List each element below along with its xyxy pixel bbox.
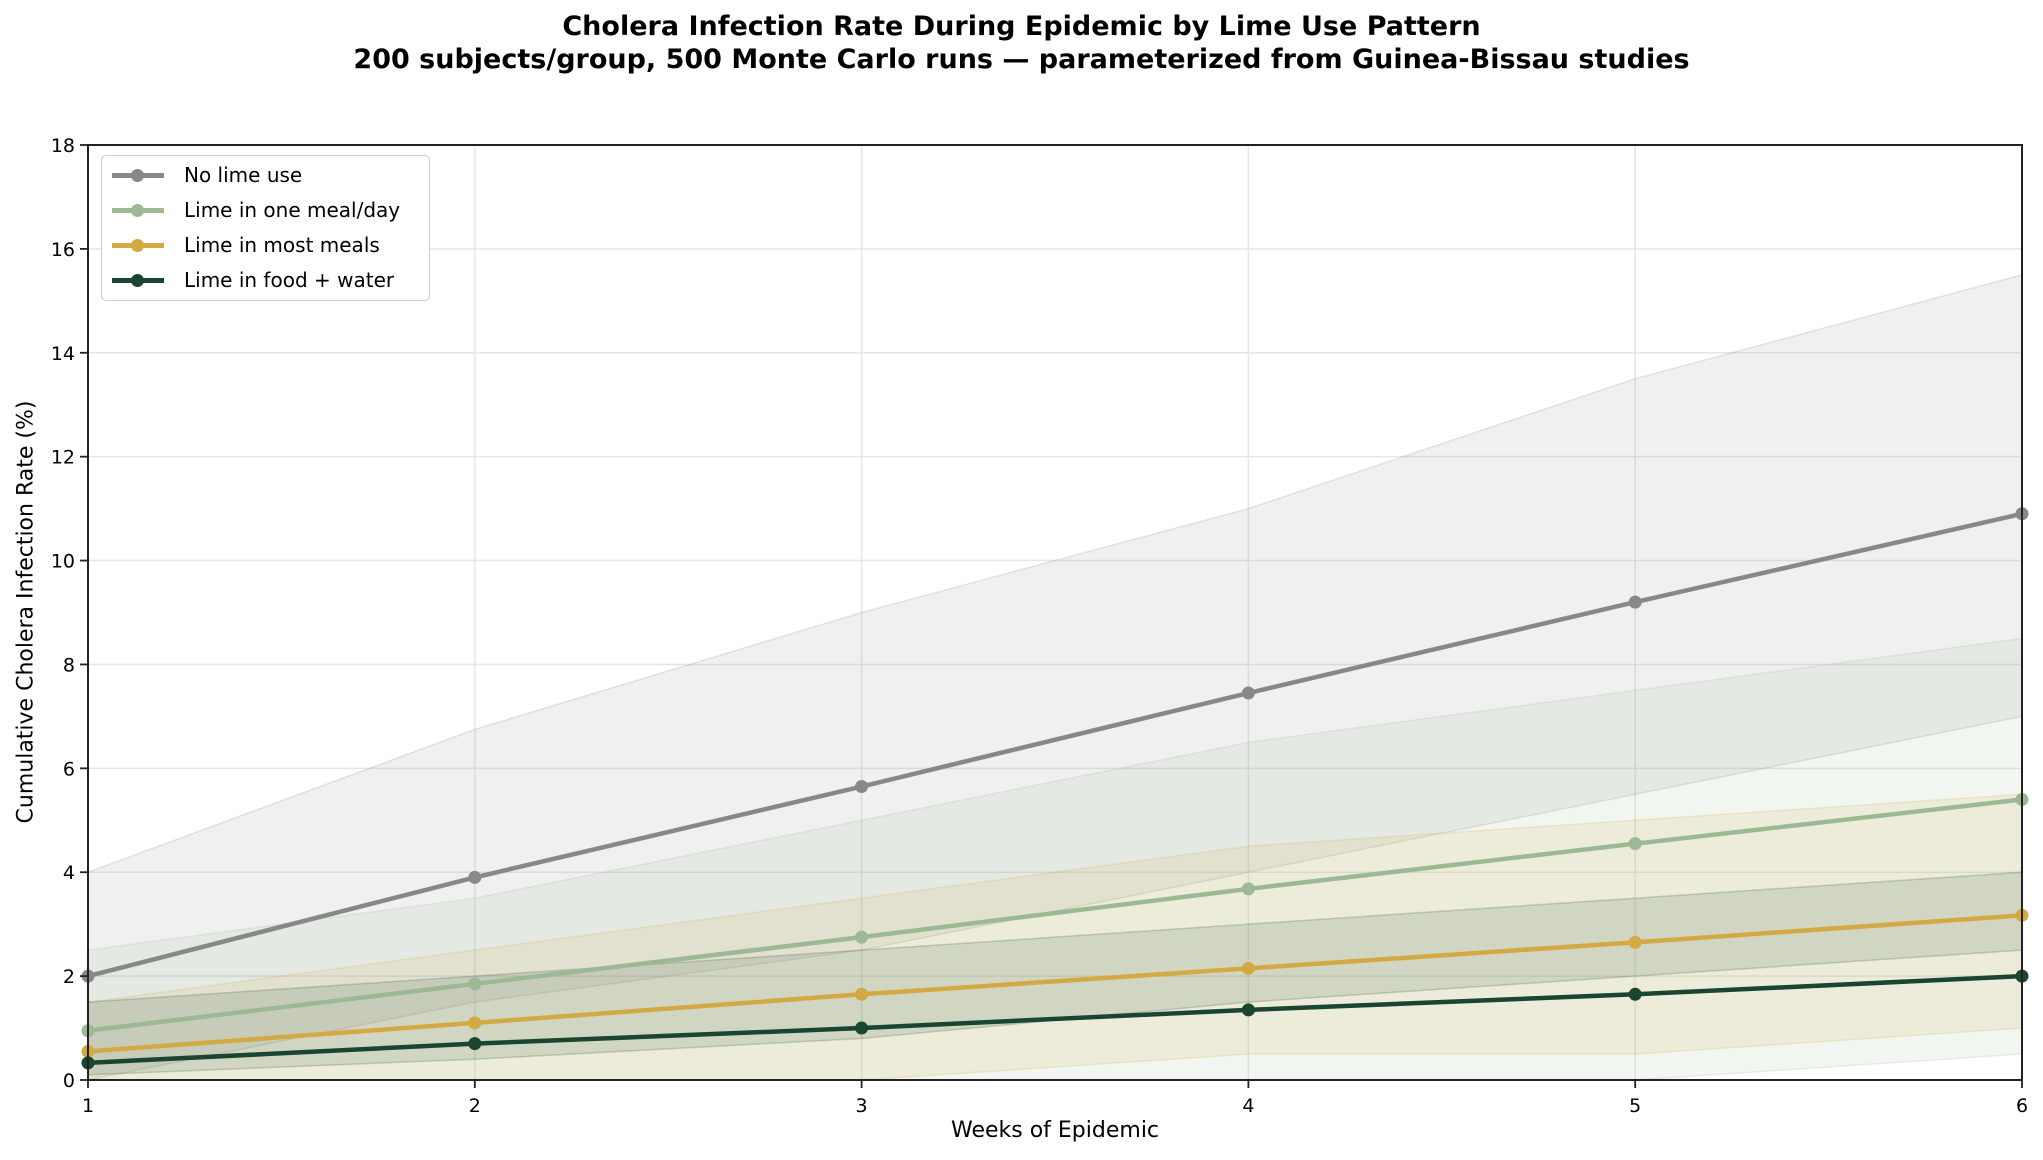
y-tick-label: 0 bbox=[63, 1070, 75, 1092]
line-marker-icon bbox=[112, 263, 164, 297]
line-marker-icon bbox=[112, 193, 164, 227]
legend-item-most-meals: Lime in most meals bbox=[112, 228, 380, 262]
data-point bbox=[855, 780, 869, 794]
legend-label: Lime in most meals bbox=[184, 233, 380, 257]
axes-frame bbox=[87, 144, 2023, 1081]
x-tick-label: 4 bbox=[1242, 1095, 1254, 1117]
y-tick-label: 16 bbox=[51, 239, 75, 261]
data-point bbox=[1628, 987, 1642, 1001]
data-point bbox=[468, 977, 482, 991]
chart-subtitle: 200 subjects/group, 500 Monte Carlo runs… bbox=[353, 44, 1690, 75]
chart-title-line1: Cholera Infection Rate During Epidemic b… bbox=[562, 11, 1481, 42]
legend: No lime use Lime in one meal/day Lime in… bbox=[101, 155, 430, 301]
data-point bbox=[1628, 935, 1642, 949]
x-axis-label: Weeks of Epidemic bbox=[950, 1118, 1160, 1143]
legend-label: Lime in food + water bbox=[184, 268, 395, 292]
line-marker-icon bbox=[112, 228, 164, 262]
confidence-bands bbox=[87, 273, 2023, 1081]
data-point bbox=[468, 1016, 482, 1030]
series-lines bbox=[81, 507, 2029, 1070]
data-point bbox=[1241, 686, 1255, 700]
data-point bbox=[855, 930, 869, 944]
legend-item-food-water: Lime in food + water bbox=[112, 263, 394, 297]
y-axis-label: Cumulative Cholera Infection Rate (%) bbox=[13, 400, 39, 824]
y-tick-label: 2 bbox=[63, 966, 75, 988]
data-point bbox=[1241, 882, 1255, 896]
line-lime-in-one-meal-day bbox=[87, 797, 2023, 1033]
x-tick-label: 5 bbox=[1629, 1095, 1641, 1117]
legend-label: Lime in one meal/day bbox=[184, 198, 401, 222]
legend-item-no-lime: No lime use bbox=[112, 158, 302, 192]
x-tick-label: 6 bbox=[2016, 1095, 2028, 1117]
y-tick-label: 18 bbox=[51, 135, 75, 157]
data-point bbox=[1241, 961, 1255, 975]
line-lime-in-food-water bbox=[87, 973, 2023, 1066]
line-lime-in-most-meals bbox=[87, 913, 2023, 1054]
y-tick-label: 14 bbox=[51, 343, 75, 365]
y-tick-label: 10 bbox=[51, 551, 75, 573]
y-tick-label: 6 bbox=[63, 758, 75, 780]
data-point bbox=[1241, 1003, 1255, 1017]
data-point bbox=[1628, 837, 1642, 851]
legend-item-one-meal: Lime in one meal/day bbox=[112, 193, 400, 227]
x-tick-label: 1 bbox=[82, 1095, 94, 1117]
y-tick-label: 8 bbox=[63, 654, 75, 676]
legend-label: No lime use bbox=[184, 163, 303, 187]
line-no-lime-use bbox=[87, 511, 2023, 979]
line-marker-icon bbox=[112, 158, 164, 192]
data-point bbox=[468, 870, 482, 884]
y-tick-label: 4 bbox=[63, 862, 75, 884]
data-point bbox=[1628, 595, 1642, 609]
y-tick-label: 12 bbox=[51, 447, 75, 469]
x-tick-label: 2 bbox=[469, 1095, 481, 1117]
data-point bbox=[855, 987, 869, 1001]
x-tick-label: 3 bbox=[856, 1095, 868, 1117]
data-point bbox=[468, 1037, 482, 1051]
chart-title: Cholera Infection Rate During Epidemic b… bbox=[0, 10, 2043, 76]
data-point bbox=[855, 1021, 869, 1035]
